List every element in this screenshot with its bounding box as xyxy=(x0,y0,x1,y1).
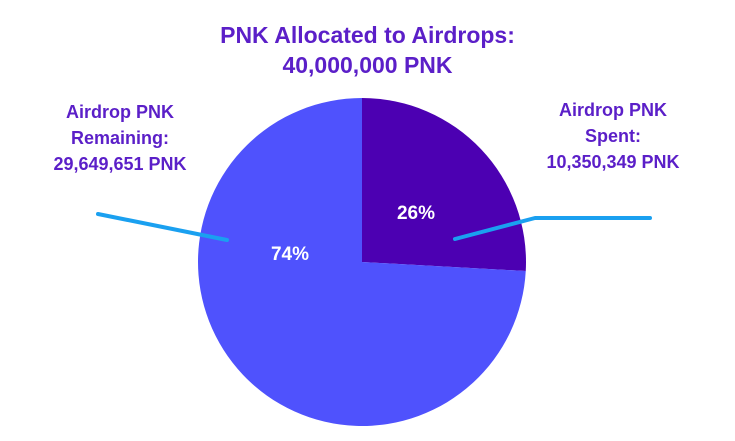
chart-subtitle: 40,000,000 PNK xyxy=(282,52,453,78)
slice-label-spent-line-2: Spent: xyxy=(585,126,641,146)
leader-line-spent xyxy=(453,216,652,241)
slice-label-remaining-line-3: 29,649,651 PNK xyxy=(53,154,187,174)
slice-percent-spent: 26% xyxy=(397,203,435,224)
pie-slice-remaining xyxy=(198,98,526,427)
slice-label-remaining-line-1: Airdrop PNK xyxy=(66,102,174,122)
pie-slice-spent xyxy=(362,98,526,272)
pie-slices xyxy=(198,98,526,427)
leader-lines xyxy=(96,212,652,242)
slice-label-remaining-line-2: Remaining: xyxy=(70,128,169,148)
slice-percent-remaining: 74% xyxy=(271,244,309,265)
chart-title-block: PNK Allocated to Airdrops: 40,000,000 PN… xyxy=(0,20,735,80)
slice-label-spent-line-1: Airdrop PNK xyxy=(559,100,667,120)
slice-label-spent: Airdrop PNK Spent: 10,350,349 PNK xyxy=(515,97,711,175)
slice-label-spent-line-3: 10,350,349 PNK xyxy=(546,152,680,172)
leader-line-remaining xyxy=(96,212,229,242)
chart-title: PNK Allocated to Airdrops: xyxy=(220,22,515,48)
slice-label-remaining: Airdrop PNK Remaining: 29,649,651 PNK xyxy=(22,99,218,177)
